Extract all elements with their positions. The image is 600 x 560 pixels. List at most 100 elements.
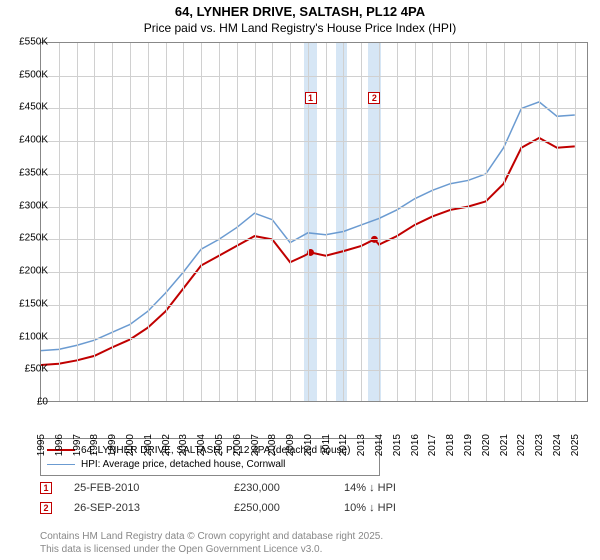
gridline-h [41, 76, 587, 77]
gridline-h [41, 174, 587, 175]
x-axis-label: 2005 [214, 434, 225, 456]
x-axis-label: 2013 [356, 434, 367, 456]
sale-marker-on-chart: 2 [368, 92, 380, 104]
x-axis-label: 1995 [36, 434, 47, 456]
x-axis-label: 2004 [196, 434, 207, 456]
sale-price: £250,000 [234, 502, 344, 514]
x-axis-label: 2009 [285, 434, 296, 456]
gridline-h [41, 207, 587, 208]
gridline-h [41, 141, 587, 142]
x-axis-label: 2007 [250, 434, 261, 456]
gridline-v [486, 43, 487, 401]
sale-delta: 10% ↓ HPI [344, 502, 396, 514]
x-axis-label: 2010 [303, 434, 314, 456]
gridline-v [237, 43, 238, 401]
sales-table: 1 25-FEB-2010 £230,000 14% ↓ HPI 2 26-SE… [40, 478, 396, 518]
gridline-v [415, 43, 416, 401]
gridline-v [343, 43, 344, 401]
x-axis-label: 2019 [463, 434, 474, 456]
x-axis-label: 2014 [374, 434, 385, 456]
x-axis-label: 2003 [178, 434, 189, 456]
gridline-h [41, 370, 587, 371]
gridline-v [77, 43, 78, 401]
sale-row: 1 25-FEB-2010 £230,000 14% ↓ HPI [40, 478, 396, 498]
chart-area: 12 [40, 42, 588, 402]
x-axis-label: 1999 [107, 434, 118, 456]
gridline-h [41, 108, 587, 109]
footer-line2: This data is licensed under the Open Gov… [40, 544, 383, 557]
gridline-v [166, 43, 167, 401]
gridline-v [450, 43, 451, 401]
sale-price: £230,000 [234, 482, 344, 494]
y-axis-label: £200K [19, 266, 48, 277]
gridline-v [255, 43, 256, 401]
gridline-v [183, 43, 184, 401]
footer-attribution: Contains HM Land Registry data © Crown c… [40, 531, 383, 556]
gridline-v [468, 43, 469, 401]
gridline-v [432, 43, 433, 401]
y-axis-label: £350K [19, 167, 48, 178]
sale-marker-on-chart: 1 [305, 92, 317, 104]
sale-row: 2 26-SEP-2013 £250,000 10% ↓ HPI [40, 498, 396, 518]
gridline-h [41, 338, 587, 339]
y-axis-label: £500K [19, 69, 48, 80]
x-axis-label: 1996 [54, 434, 65, 456]
plot-area: 12 [40, 42, 588, 402]
gridline-v [148, 43, 149, 401]
y-axis-label: £400K [19, 135, 48, 146]
gridline-v [575, 43, 576, 401]
x-axis-label: 2000 [125, 434, 136, 456]
gridline-v [272, 43, 273, 401]
legend-item: HPI: Average price, detached house, Corn… [47, 457, 373, 471]
sale-date: 25-FEB-2010 [74, 482, 234, 494]
x-axis-label: 2022 [516, 434, 527, 456]
x-axis-label: 1997 [72, 434, 83, 456]
gridline-v [59, 43, 60, 401]
gridline-h [41, 272, 587, 273]
x-axis-label: 2016 [410, 434, 421, 456]
gridline-v [130, 43, 131, 401]
y-axis-label: £50K [25, 364, 48, 375]
gridline-v [504, 43, 505, 401]
x-axis-label: 2012 [338, 434, 349, 456]
sale-marker-icon: 2 [40, 502, 52, 514]
y-axis-label: £150K [19, 298, 48, 309]
x-axis-label: 2020 [481, 434, 492, 456]
chart-title-block: 64, LYNHER DRIVE, SALTASH, PL12 4PA Pric… [0, 0, 600, 35]
gridline-v [361, 43, 362, 401]
x-axis-label: 2018 [445, 434, 456, 456]
gridline-v [201, 43, 202, 401]
gridline-h [41, 305, 587, 306]
y-axis-label: £300K [19, 200, 48, 211]
x-axis-label: 2021 [499, 434, 510, 456]
y-axis-label: £550K [19, 37, 48, 48]
gridline-v [521, 43, 522, 401]
sale-delta: 14% ↓ HPI [344, 482, 396, 494]
gridline-v [326, 43, 327, 401]
gridline-v [539, 43, 540, 401]
gridline-v [94, 43, 95, 401]
legend-swatch [47, 464, 75, 465]
legend-label: HPI: Average price, detached house, Corn… [81, 459, 285, 470]
gridline-v [112, 43, 113, 401]
x-axis-label: 2006 [232, 434, 243, 456]
x-axis-label: 2017 [427, 434, 438, 456]
gridline-v [557, 43, 558, 401]
x-axis-label: 2015 [392, 434, 403, 456]
x-axis-label: 2011 [321, 434, 332, 456]
y-axis-label: £250K [19, 233, 48, 244]
gridline-v [219, 43, 220, 401]
y-axis-label: £0 [37, 397, 48, 408]
chart-title-line1: 64, LYNHER DRIVE, SALTASH, PL12 4PA [0, 4, 600, 19]
x-axis-label: 2002 [161, 434, 172, 456]
x-axis-label: 2001 [143, 434, 154, 456]
gridline-v [397, 43, 398, 401]
gridline-v [290, 43, 291, 401]
x-axis-label: 2023 [534, 434, 545, 456]
gridline-h [41, 239, 587, 240]
sale-marker-icon: 1 [40, 482, 52, 494]
sale-date: 26-SEP-2013 [74, 502, 234, 514]
x-axis-label: 1998 [89, 434, 100, 456]
x-axis-label: 2024 [552, 434, 563, 456]
footer-line1: Contains HM Land Registry data © Crown c… [40, 531, 383, 544]
